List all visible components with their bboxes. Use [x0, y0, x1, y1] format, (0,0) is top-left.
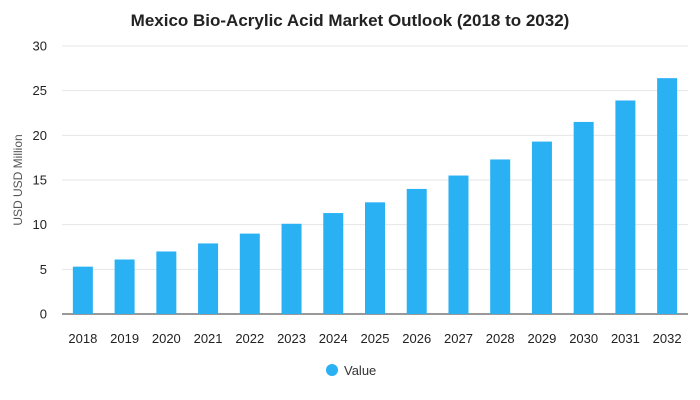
x-tick-label: 2030	[569, 331, 598, 346]
bar-2023[interactable]	[281, 223, 302, 314]
chart-title: Mexico Bio-Acrylic Acid Market Outlook (…	[131, 11, 570, 30]
x-tick-label: 2021	[194, 331, 223, 346]
x-tick-label: 2024	[319, 331, 348, 346]
bar-2020[interactable]	[156, 251, 177, 314]
bar-2028[interactable]	[490, 159, 511, 314]
y-axis-label: USD USD Million	[11, 134, 25, 225]
bar-2025[interactable]	[365, 202, 385, 314]
x-axis-ticks: 2018 2019 2020 2021 2022 2023 2024 2025 2026 2027…	[68, 331, 681, 346]
x-tick-label: 2028	[486, 331, 515, 346]
x-tick-label: 2025	[361, 331, 390, 346]
x-tick-label: 2029	[527, 331, 556, 346]
bar-2024[interactable]	[323, 213, 344, 314]
y-tick-label: 0	[40, 307, 47, 322]
x-tick-label: 2027	[444, 331, 473, 346]
y-tick-label: 15	[33, 173, 47, 188]
x-tick-label: 2022	[235, 331, 264, 346]
bar-2027[interactable]	[448, 175, 469, 314]
x-tick-label: 2032	[653, 331, 682, 346]
x-tick-label: 2018	[68, 331, 97, 346]
bar-2018[interactable]	[72, 266, 93, 314]
x-tick-label: 2019	[110, 331, 139, 346]
bar-2029[interactable]	[531, 141, 552, 314]
bar-2019[interactable]	[114, 259, 135, 314]
y-tick-label: 25	[33, 83, 47, 98]
y-tick-label: 10	[33, 217, 47, 232]
bar-2021[interactable]	[198, 243, 219, 314]
bar-2031[interactable]	[615, 100, 636, 314]
x-tick-label: 2031	[611, 331, 640, 346]
y-tick-label: 30	[33, 39, 47, 54]
bar-2030[interactable]	[573, 121, 594, 314]
y-axis-ticks: 0 5 10 15 20 25 30	[33, 39, 47, 322]
bar-2032[interactable]	[657, 78, 678, 314]
bar-2026[interactable]	[406, 188, 427, 314]
legend-label-value: Value	[344, 363, 376, 378]
legend[interactable]: Value	[326, 363, 376, 378]
x-tick-label: 2023	[277, 331, 306, 346]
x-tick-label: 2026	[402, 331, 431, 346]
y-tick-label: 5	[40, 262, 47, 277]
legend-swatch-value	[326, 364, 338, 376]
y-tick-label: 20	[33, 128, 47, 143]
x-tick-label: 2020	[152, 331, 181, 346]
bars	[72, 78, 678, 314]
bar-2022[interactable]	[239, 233, 260, 314]
